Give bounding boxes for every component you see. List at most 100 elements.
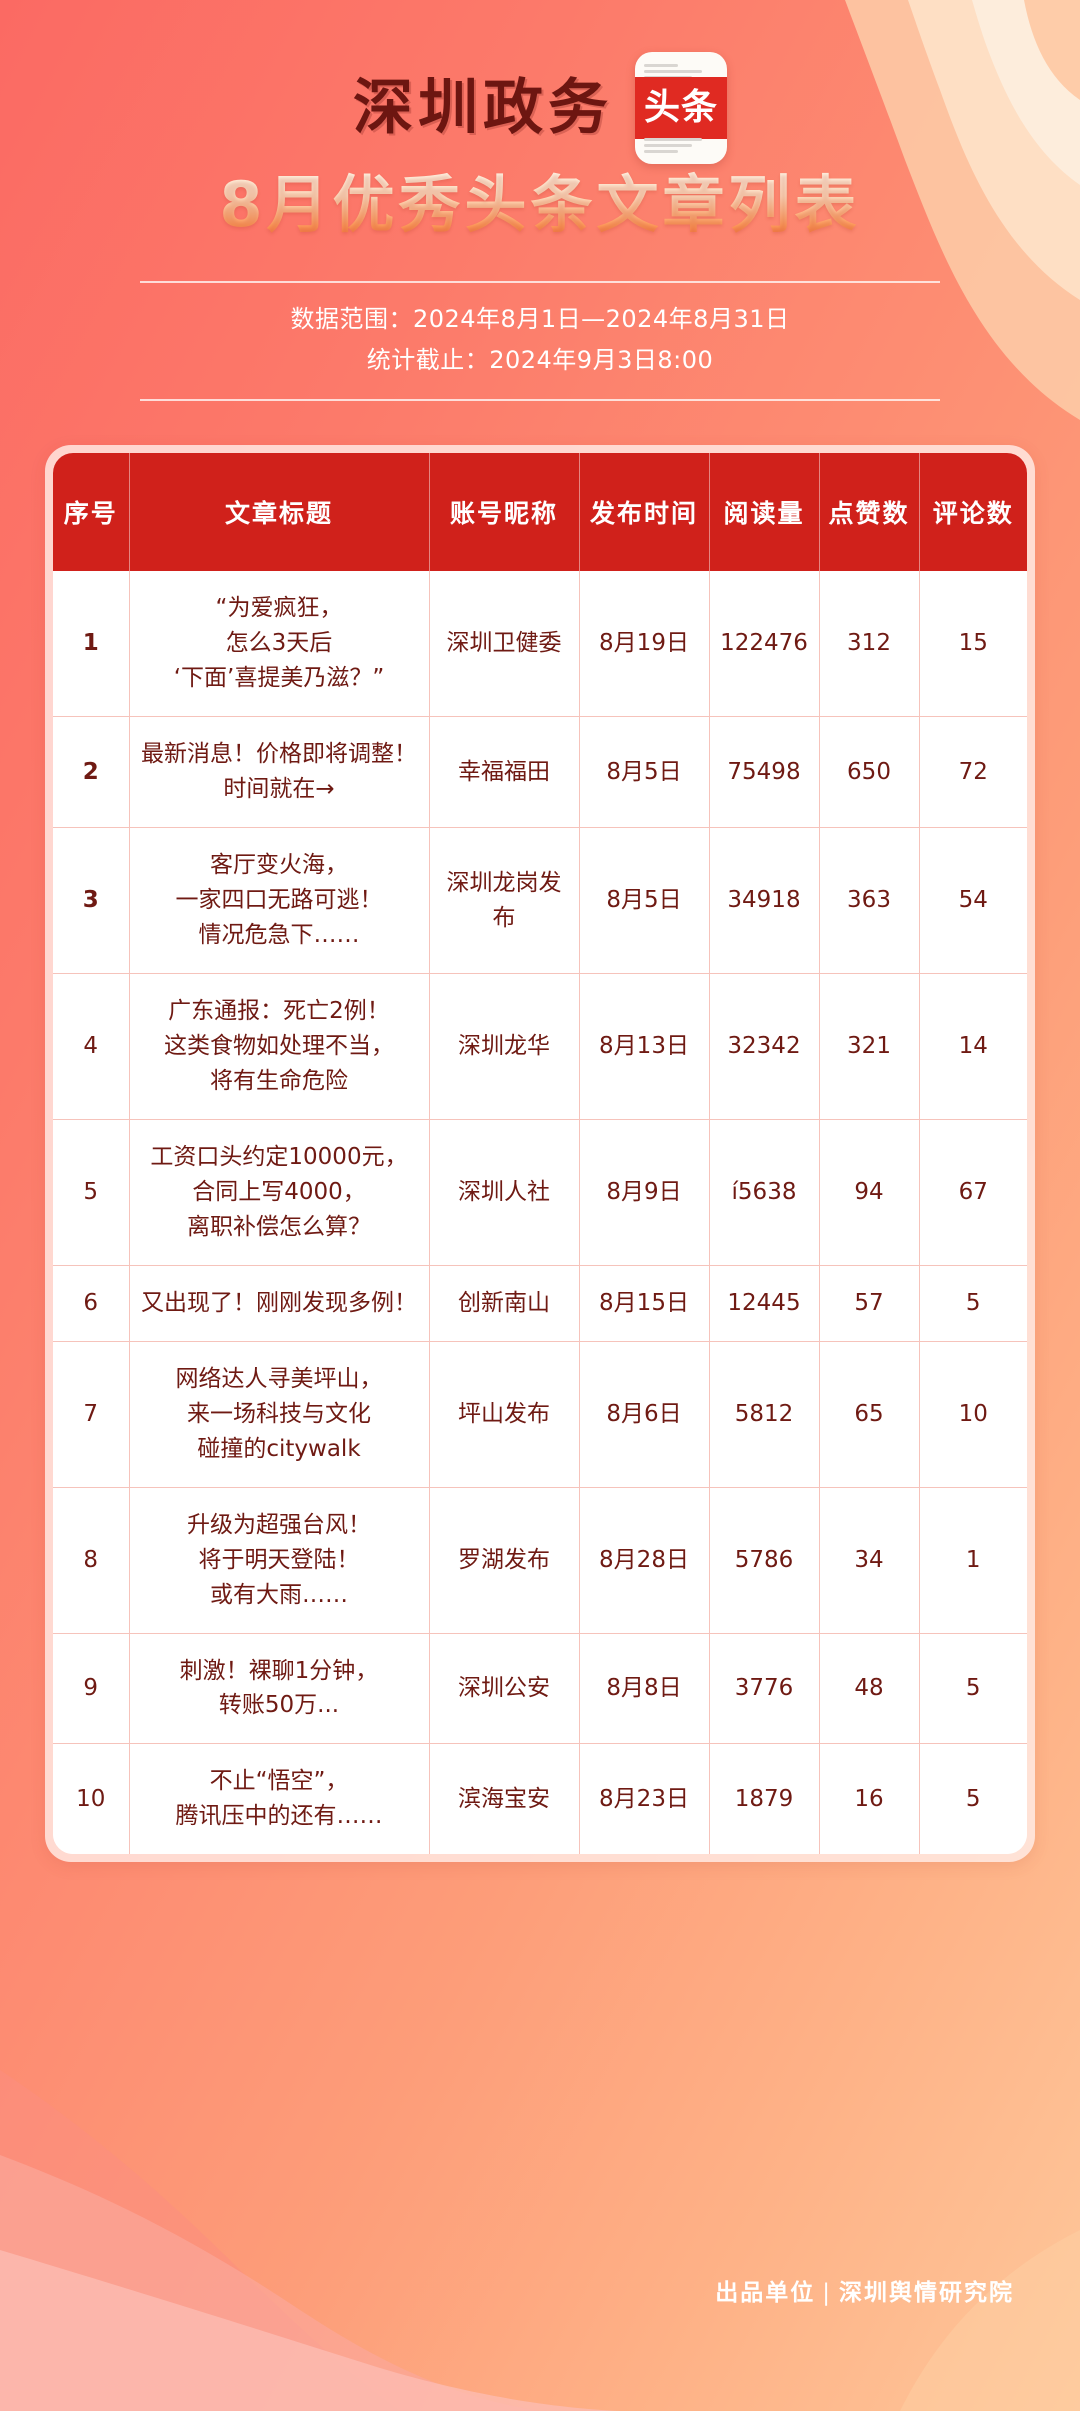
cell-publish-date: 8月23日 (579, 1743, 710, 1855)
cell-article-title: “为爱疯狂， 怎么3天后 ‘下面’喜提美乃滋？” (129, 571, 430, 718)
cell-account-name: 深圳人社 (429, 1119, 580, 1266)
cell-article-title: 升级为超强台风！ 将于明天登陆！ 或有大雨…… (129, 1487, 430, 1634)
cell-rank: 10 (53, 1743, 130, 1855)
cell-like-count: 363 (819, 827, 920, 975)
cell-publish-date: 8月9日 (579, 1119, 710, 1266)
cell-comment-count: 10 (919, 1341, 1027, 1488)
logo-red-band: 头条 (635, 77, 727, 139)
cell-like-count: 57 (819, 1265, 920, 1342)
column-header-title: 文章标题 (129, 453, 430, 572)
cell-comment-count: 1 (919, 1487, 1027, 1634)
cell-rank: 3 (53, 827, 130, 975)
cell-read-count: 75498 (709, 716, 820, 829)
cell-comment-count: 5 (919, 1265, 1027, 1342)
cell-rank: 4 (53, 973, 130, 1120)
column-header-comments: 评论数 (919, 453, 1027, 572)
cell-article-title: 广东通报：死亡2例！ 这类食物如处理不当， 将有生命危险 (129, 973, 430, 1120)
cell-read-count: 122476 (709, 571, 820, 718)
cell-article-title: 最新消息！价格即将调整！ 时间就在→ (129, 716, 430, 829)
cell-account-name: 深圳公安 (429, 1633, 580, 1745)
cell-read-count: 5786 (709, 1487, 820, 1634)
table-row: 5 工资口头约定10000元， 合同上写4000， 离职补偿怎么算？ 深圳人社 8月9日 í… (53, 1119, 1027, 1266)
cell-comment-count: 14 (919, 973, 1027, 1120)
table-row: 7 网络达人寻美坪山， 来一场科技与文化 碰撞的citywalk 坪山发布 8月6日 581… (53, 1341, 1027, 1488)
cell-like-count: 650 (819, 716, 920, 829)
cell-like-count: 312 (819, 571, 920, 718)
table-header-row: 序号 文章标题 账号昵称 发布时间 阅读量 点赞数 评论数 (53, 453, 1027, 572)
cell-comment-count: 67 (919, 1119, 1027, 1266)
cell-read-count: 32342 (709, 973, 820, 1120)
cell-comment-count: 54 (919, 827, 1027, 975)
cell-like-count: 65 (819, 1341, 920, 1488)
column-header-rank: 序号 (53, 453, 130, 572)
cell-account-name: 深圳龙华 (429, 973, 580, 1120)
cell-rank: 8 (53, 1487, 130, 1634)
cell-like-count: 34 (819, 1487, 920, 1634)
cell-account-name: 滨海宝安 (429, 1743, 580, 1855)
cell-article-title: 不止“悟空”， 腾讯压中的还有…… (129, 1743, 430, 1855)
cell-article-title: 客厅变火海， 一家四口无路可逃！ 情况危急下…… (129, 827, 430, 975)
cell-read-count: 34918 (709, 827, 820, 975)
cell-comment-count: 5 (919, 1743, 1027, 1855)
column-header-likes: 点赞数 (819, 453, 920, 572)
table-row: 8 升级为超强台风！ 将于明天登陆！ 或有大雨…… 罗湖发布 8月28日 5786 34 1 (53, 1487, 1027, 1634)
cell-rank: 2 (53, 716, 130, 829)
toutiao-newspaper-logo-icon: 头条 (635, 52, 727, 164)
logo-badge-text: 头条 (643, 87, 718, 128)
page-title: 深圳政务 (353, 73, 613, 143)
cell-publish-date: 8月13日 (579, 973, 710, 1120)
title-row: 深圳政务 头条 (0, 52, 1080, 164)
cell-like-count: 321 (819, 973, 920, 1120)
footer-organization: 深圳舆情研究院 (839, 2280, 1014, 2306)
table-head: 序号 文章标题 账号昵称 发布时间 阅读量 点赞数 评论数 (53, 453, 1027, 572)
data-range-text: 数据范围：2024年8月1日—2024年8月31日 (290, 304, 790, 333)
cell-publish-date: 8月5日 (579, 827, 710, 975)
cell-publish-date: 8月6日 (579, 1341, 710, 1488)
cell-account-name: 坪山发布 (429, 1341, 580, 1488)
cell-rank: 7 (53, 1341, 130, 1488)
cell-article-title: 又出现了！刚刚发现多例！ (129, 1265, 430, 1342)
cell-publish-date: 8月19日 (579, 571, 710, 718)
cell-account-name: 幸福福田 (429, 716, 580, 829)
table-row: 4 广东通报：死亡2例！ 这类食物如处理不当， 将有生命危险 深圳龙华 8月13日 3234… (53, 973, 1027, 1120)
column-header-date: 发布时间 (579, 453, 710, 572)
footer-separator: | (822, 2280, 832, 2306)
statistics-cutoff-text: 统计截止：2024年9月3日8:00 (366, 346, 714, 375)
cell-account-name: 深圳卫健委 (429, 571, 580, 718)
cell-like-count: 16 (819, 1743, 920, 1855)
cell-like-count: 94 (819, 1119, 920, 1266)
cell-comment-count: 15 (919, 571, 1027, 718)
cell-rank: 1 (53, 571, 130, 718)
cell-account-name: 创新南山 (429, 1265, 580, 1342)
cell-read-count: 3776 (709, 1633, 820, 1745)
cell-account-name: 罗湖发布 (429, 1487, 580, 1634)
cell-read-count: 1879 (709, 1743, 820, 1855)
table-row: 1 “为爱疯狂， 怎么3天后 ‘下面’喜提美乃滋？” 深圳卫健委 8月19日 122476 3… (53, 571, 1027, 718)
cell-rank: 6 (53, 1265, 130, 1342)
cell-read-count: í5638 (709, 1119, 820, 1266)
table-row: 6 又出现了！刚刚发现多例！ 创新南山 8月15日 12445 57 5 (53, 1265, 1027, 1342)
column-header-reads: 阅读量 (709, 453, 820, 572)
cell-publish-date: 8月28日 (579, 1487, 710, 1634)
data-range-block: 数据范围：2024年8月1日—2024年8月31日 统计截止：2024年9月3日… (140, 280, 940, 402)
article-table-card: 序号 文章标题 账号昵称 发布时间 阅读量 点赞数 评论数 1 “为爱疯狂， 怎么3… (45, 445, 1035, 1863)
column-header-account: 账号昵称 (429, 453, 580, 572)
cell-read-count: 12445 (709, 1265, 820, 1342)
cell-rank: 5 (53, 1119, 130, 1266)
table-row: 10 不止“悟空”， 腾讯压中的还有…… 滨海宝安 8月23日 1879 16 5 (53, 1743, 1027, 1855)
cell-like-count: 48 (819, 1633, 920, 1745)
cell-account-name: 深圳龙岗发布 (429, 827, 580, 975)
page-subtitle: 8月优秀头条文章列表 (0, 170, 1080, 247)
table-body: 1 “为爱疯狂， 怎么3天后 ‘下面’喜提美乃滋？” 深圳卫健委 8月19日 122476 3… (53, 571, 1027, 1855)
poster-header: 深圳政务 头条 8月优秀头条文章列表 数据范围：2024年8月1日—2024年8… (0, 0, 1080, 402)
cell-article-title: 网络达人寻美坪山， 来一场科技与文化 碰撞的citywalk (129, 1341, 430, 1488)
table-row: 2 最新消息！价格即将调整！ 时间就在→ 幸福福田 8月5日 75498 650 72 (53, 716, 1027, 829)
cell-publish-date: 8月15日 (579, 1265, 710, 1342)
table-row: 3 客厅变火海， 一家四口无路可逃！ 情况危急下…… 深圳龙岗发布 8月5日 34918 36… (53, 827, 1027, 975)
cell-rank: 9 (53, 1633, 130, 1745)
cell-article-title: 刺激！裸聊1分钟， 转账50万... (129, 1633, 430, 1745)
cell-read-count: 5812 (709, 1341, 820, 1488)
cell-publish-date: 8月5日 (579, 716, 710, 829)
cell-article-title: 工资口头约定10000元， 合同上写4000， 离职补偿怎么算？ (129, 1119, 430, 1266)
